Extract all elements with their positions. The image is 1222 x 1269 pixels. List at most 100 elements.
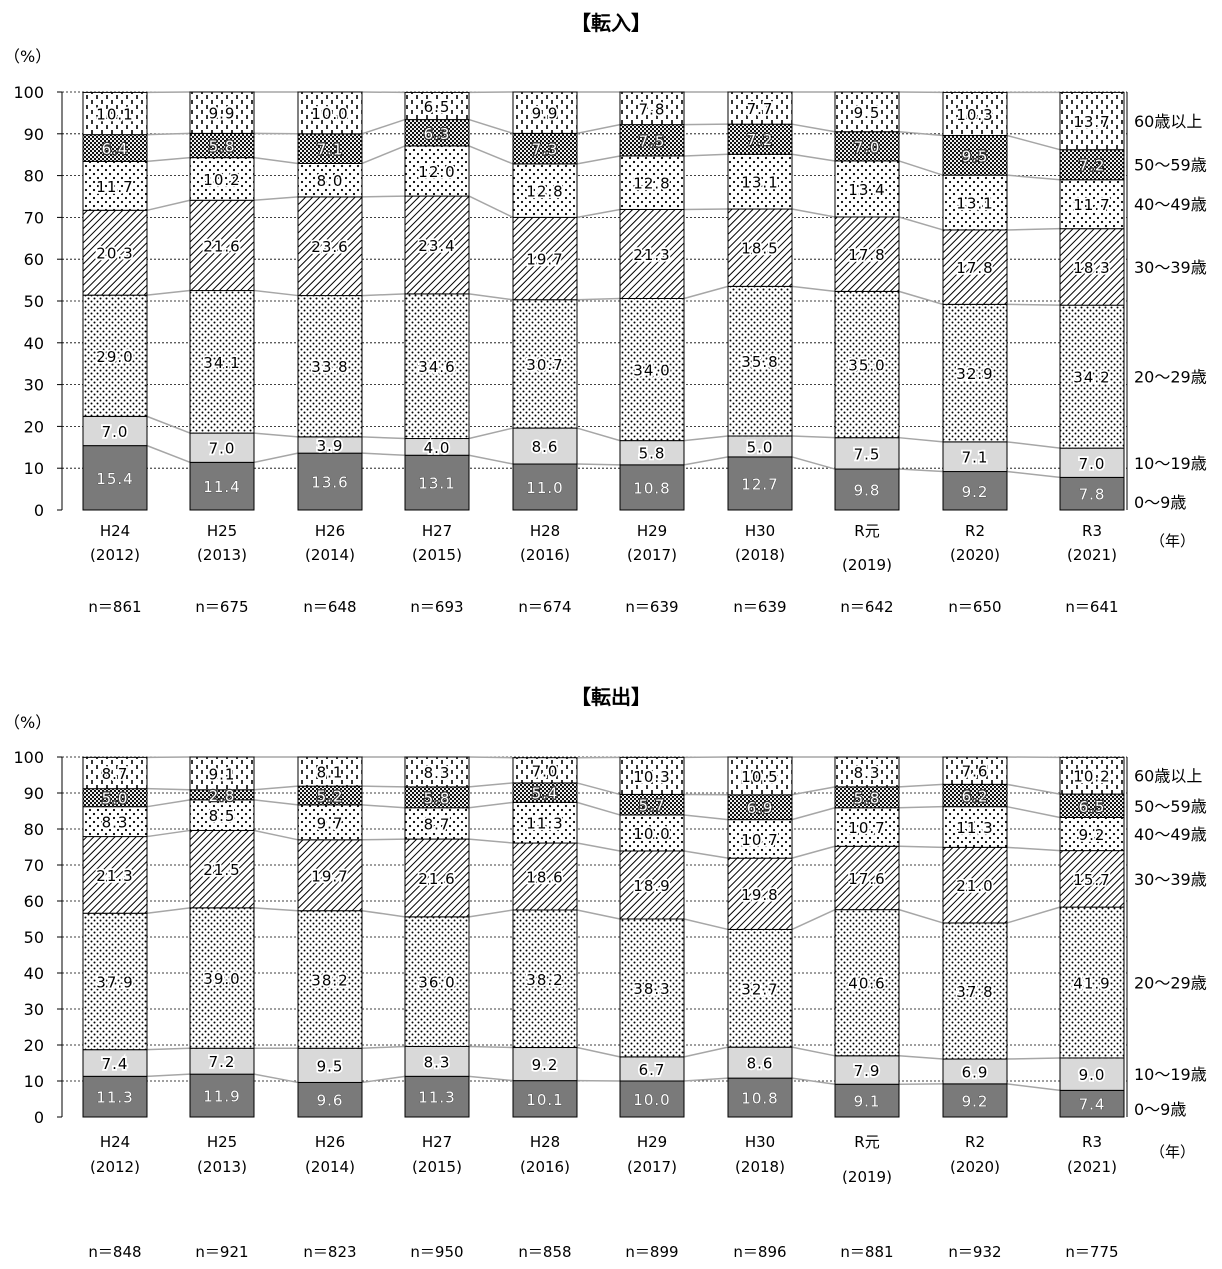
data-label-5-5: 12.8: [526, 183, 563, 201]
data-label-1-8: 9.1: [854, 1093, 881, 1111]
data-label-5-7: 13.1: [741, 174, 778, 192]
data-label-2-5: 8.6: [532, 438, 559, 456]
connector-line: [253, 799, 299, 806]
connector-line: [898, 216, 944, 231]
bar-segment-7-4: [404, 756, 470, 788]
bar-segment-6-5: [512, 132, 578, 165]
bar-segment-1-3: [297, 1081, 363, 1118]
bar-segment-6-4: [404, 119, 470, 147]
connector-line: [791, 285, 836, 293]
n-label-2: n＝675: [195, 598, 248, 616]
data-label-3-10: 41.9: [1073, 975, 1110, 993]
connector-line: [146, 829, 191, 838]
value-labels: 15.4 11.4 13.6 13.1 11.0 10.8 12.7 9.8 9.2 7.8 7.0…: [95, 96, 1112, 504]
data-label-4-10: 18.3: [1073, 259, 1110, 277]
data-label-5-10: 9.2: [1079, 826, 1106, 844]
x-tick-label-5: H28: [530, 522, 560, 540]
bar-segment-5-7: [727, 153, 793, 210]
bar-segment-3-5: [512, 909, 578, 1049]
bar-segment-4-7: [727, 857, 793, 930]
x-tick-label-8: R元: [854, 522, 879, 540]
data-label-5-2: 8.5: [209, 807, 236, 825]
connector-line: [898, 436, 944, 443]
connector-line: [898, 908, 944, 924]
x-tick-sublabel-7: (2018): [735, 546, 785, 564]
data-label-7-6: 10.3: [633, 768, 670, 786]
bar-segment-2-6: [619, 1056, 685, 1082]
data-label-6-3: 5.2: [317, 788, 344, 806]
bar-segment-7-9: [942, 756, 1008, 785]
data-label-5-6: 10.0: [633, 825, 670, 843]
bar-segment-5-2: [189, 157, 255, 201]
connector-line: [468, 145, 514, 165]
bar-segment-4-5: [512, 216, 578, 301]
x-tick-label-10: R3: [1082, 1133, 1102, 1151]
connector-line: [253, 156, 299, 165]
data-label-6-4: 5.8: [424, 789, 451, 807]
x-tick-sublabel-7: (2018): [735, 1158, 785, 1176]
data-label-1-1: 15.4: [96, 470, 133, 488]
data-label-4-7: 19.8: [741, 886, 778, 904]
data-label-1-6: 10.0: [633, 1091, 670, 1109]
bar-segment-4-7: [727, 208, 793, 287]
bar-segment-2-8: [834, 1055, 900, 1085]
connector-line: [898, 468, 944, 473]
connector-line: [576, 801, 621, 816]
n-label-5: n＝674: [518, 598, 571, 616]
bar-segment-4-2: [189, 199, 255, 292]
y-tick-label: 30: [24, 376, 44, 395]
n-label-6: n＝639: [625, 598, 678, 616]
bar-segment-3-7: [727, 928, 793, 1048]
series-label-1: 0～9歳: [1134, 1100, 1186, 1119]
bar-segment-2-2: [189, 1047, 255, 1075]
connector-line: [1006, 846, 1061, 852]
x-tick-sublabel-1: (2012): [90, 1158, 140, 1176]
data-label-6-8: 7.0: [854, 138, 881, 156]
bar-segment-3-10: [1059, 304, 1125, 449]
connector-line: [683, 918, 729, 931]
data-label-2-1: 7.0: [102, 423, 129, 441]
connector-line: [576, 782, 621, 796]
data-label-6-1: 5.0: [102, 790, 129, 808]
data-label-5-9: 11.3: [956, 819, 993, 837]
x-tick-label-4: H27: [422, 522, 452, 540]
connector-line: [146, 199, 191, 212]
data-label-2-7: 8.6: [747, 1055, 774, 1073]
series-label-3: 20～29歳: [1134, 368, 1207, 387]
connector-line: [1006, 174, 1061, 181]
bar-segment-7-5: [512, 91, 578, 134]
data-label-3-5: 30.7: [526, 356, 563, 374]
data-label-6-9: 6.2: [962, 788, 989, 806]
bar-segment-5-1: [82, 160, 148, 211]
bar-segment-2-7: [727, 1046, 793, 1079]
y-tick-label: 30: [24, 1000, 44, 1019]
data-label-2-8: 7.9: [854, 1062, 881, 1080]
data-label-7-2: 9.1: [209, 765, 236, 783]
bar-segment-5-3: [297, 162, 363, 198]
y-tick-label: 80: [24, 820, 44, 839]
data-label-1-6: 10.8: [633, 479, 670, 497]
x-tick-sublabel-5: (2016): [520, 546, 570, 564]
connector-line: [791, 908, 836, 931]
n-label-5: n＝858: [518, 1243, 571, 1261]
connector-line: [361, 118, 406, 135]
data-label-1-5: 10.1: [526, 1091, 563, 1109]
connector-line: [468, 909, 514, 918]
bar-segment-7-7: [727, 91, 793, 125]
data-label-5-4: 12.0: [418, 163, 455, 181]
bar-segment-5-4: [404, 145, 470, 197]
data-label-5-9: 13.1: [956, 195, 993, 213]
y-tick-label: 0: [34, 501, 44, 520]
x-tick-sublabel-9: (2020): [950, 546, 1000, 564]
bar-segment-1-8: [834, 468, 900, 511]
bar-segment-7-5: [512, 757, 578, 784]
connector-line: [576, 909, 621, 920]
connector-line: [576, 427, 621, 442]
bar-segment-7-6: [619, 756, 685, 795]
data-label-1-4: 13.1: [418, 475, 455, 493]
data-label-6-6: 7.5: [639, 132, 666, 150]
data-label-2-2: 7.0: [209, 440, 236, 458]
data-label-5-10: 11.7: [1073, 196, 1110, 214]
x-tick-sublabel-3: (2014): [305, 1158, 355, 1176]
data-label-5-8: 13.4: [848, 181, 885, 199]
